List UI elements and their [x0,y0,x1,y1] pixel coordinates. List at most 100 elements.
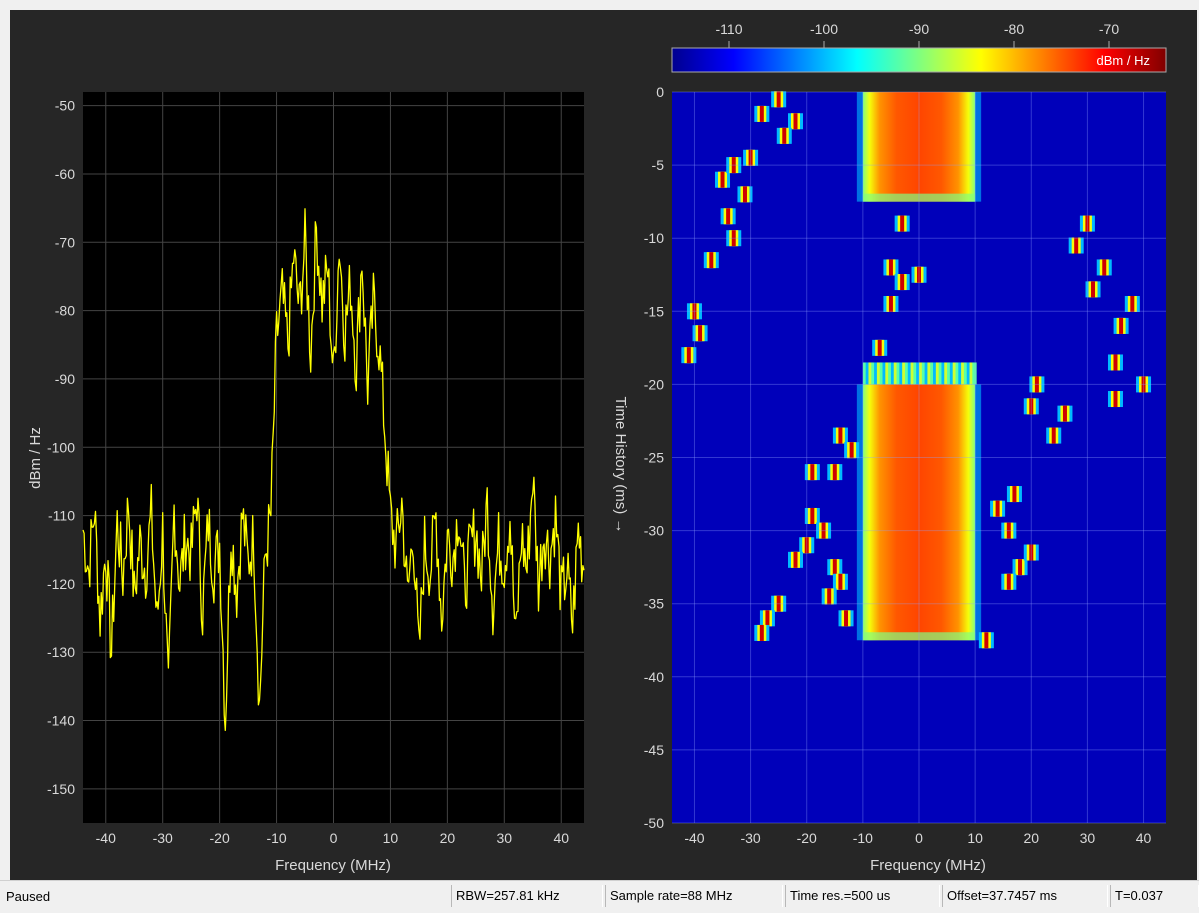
burst-leading-edge [896,362,901,385]
hop-blip [911,266,927,283]
burst-leading-edge [927,362,932,385]
burst-leading-edge [916,362,921,385]
hop-blip [1107,391,1123,408]
burst-leading-edge [947,362,952,385]
burst-leading-edge [874,362,879,385]
hop-blip [743,149,759,166]
hop-blip [827,464,843,481]
spectrum-grid [83,92,584,823]
hop-blip [686,303,702,320]
spectrogram-x-tick: -40 [684,830,704,846]
hop-blip [990,500,1006,517]
burst-leading-edge [935,362,941,385]
spectrogram-x-tick-labels: -40 -30 -20 -10 0 10 20 30 40 [684,830,1151,846]
hop-blip [844,442,860,459]
burst-leading-edge [955,362,960,385]
spectrum-x-tick: -10 [266,830,286,846]
burst-edge [862,632,976,641]
spectrum-x-tick: -30 [153,830,173,846]
spectrogram-x-tick: -10 [853,830,873,846]
colorbar-tick: -80 [1004,21,1024,37]
spectrum-x-tick-labels: -40 -30 -20 -10 0 10 20 30 40 [96,830,570,846]
colorbar-gradient [671,47,1167,73]
hop-blip [1046,427,1062,444]
burst-leading-edge [972,362,977,385]
spectrogram-y-tick: 0 [656,84,664,100]
hop-blip [754,624,770,641]
burst-leading-edge [961,362,966,385]
spectrum-y-tick: -120 [47,576,75,592]
spectrum-scope-figure: -40 -30 -20 -10 0 10 20 30 40 -50 -60 -70 -80 -90 -10… [10,10,1197,880]
hop-blip [1006,486,1022,503]
burst-2 [862,384,976,641]
spectrum-plot[interactable]: -40 -30 -20 -10 0 10 20 30 40 -50-60-70-80-90-10… [27,92,585,874]
hop-blip [1096,259,1112,276]
spectrum-y-tick: -70 [55,234,75,250]
spectrum-y-tick: -110 [48,508,75,524]
burst-edge [862,193,976,202]
status-offset: Offset=37.7457 ms [942,885,1108,907]
hop-blip [771,91,787,108]
hop-blip [804,464,820,481]
spectrogram-x-tick: -30 [740,830,760,846]
hop-blip [799,537,815,554]
hop-blip [1029,376,1045,393]
spectrogram-x-tick: 30 [1080,830,1096,846]
hop-blip [978,632,994,649]
burst-leading-edge [876,362,882,385]
spectrogram-y-tick: -30 [644,523,664,539]
burst-leading-edge [910,362,915,385]
scope-canvas: -40 -30 -20 -10 0 10 20 30 40 -50-60-70-80-90-10… [27,21,1167,874]
burst-leading-edge [930,362,935,385]
spectrogram-x-tick: -20 [797,830,817,846]
spectrogram-x-tick: 0 [915,830,923,846]
spectrogram-y-tick: -15 [644,303,664,319]
burst-leading-edge [944,362,949,385]
burst-leading-edge [921,362,927,385]
spectrum-x-tick: 10 [383,830,399,846]
hop-blip [788,551,803,568]
hop-blip [1136,376,1152,393]
spectrum-x-axis-label: Frequency (MHz) [275,857,391,874]
hop-blip [1023,398,1039,415]
status-state: Paused [6,889,51,904]
hop-blip [754,105,770,122]
hop-blip [816,522,832,539]
burst-leading-edge [871,362,876,385]
hop-blip [894,274,910,291]
colorbar-tick: -100 [810,21,838,37]
hop-blip [804,507,820,524]
spectrum-y-tick-labels: -50 -60 -70 -80 -90 -100 -110 -120 -130 -140 -150 [47,98,75,797]
status-bar: Paused RBW=257.81 kHz Sample rate=88 MHz… [0,880,1199,913]
spectrogram-x-tick: 40 [1136,830,1152,846]
hop-blip [1085,281,1101,298]
hop-blip [1107,354,1123,371]
hop-blip [1124,295,1140,312]
spectrogram-image[interactable] [672,91,1166,823]
burst-leading-edge [879,362,885,385]
burst-leading-edge [941,362,946,385]
status-sample-rate: Sample rate=88 MHz [605,885,783,907]
burst-leading-edge [882,362,887,385]
spectrogram-plot[interactable]: -40 -30 -20 -10 0 10 20 30 40 0 -5 -10 -15 -20 -25 -30… [612,84,1166,874]
spectrogram-x-axis-label: Frequency (MHz) [870,857,986,874]
hop-blip [1001,522,1017,539]
spectrum-y-tick: -130 [47,644,75,660]
status-time-resolution: Time res.=500 us [785,885,940,907]
spectrogram-y-tick: -25 [644,450,664,466]
hop-blip [703,252,719,269]
hop-blip [776,127,792,144]
spectrogram-y-tick: -40 [644,669,664,685]
hop-blip [692,325,708,342]
hop-blip [838,610,854,627]
spectrum-y-tick: -60 [55,166,75,182]
burst-1 [862,92,976,202]
burst-leading-edge [966,362,972,385]
hop-blip [821,588,837,605]
spectrogram-y-tick-labels: 0 -5 -10 -15 -20 -25 -30 -35 -40 -45 -50 [644,84,664,831]
spectrogram-y-tick: -20 [644,376,664,392]
spectrogram-y-tick: -50 [644,815,664,831]
spectrum-x-tick: -40 [96,830,116,846]
spectrum-y-axis-label: dBm / Hz [27,427,44,489]
burst-leading-edge [913,362,918,385]
